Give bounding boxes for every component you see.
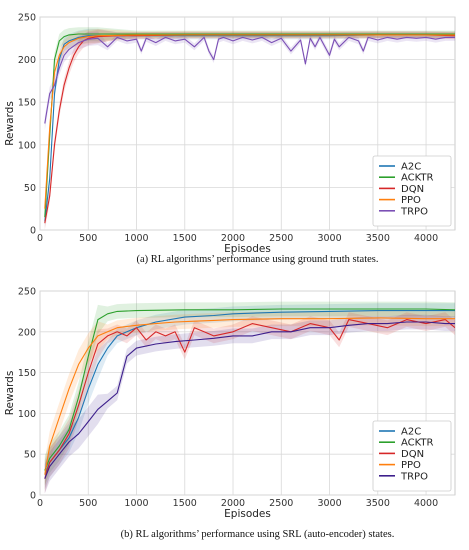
x-tick-label: 500 — [79, 233, 97, 244]
series-group — [44, 27, 455, 230]
x-tick-label: 0 — [37, 233, 43, 244]
y-tick-label: 200 — [18, 327, 36, 338]
series-line-a2c — [44, 310, 455, 475]
x-tick-label: 2500 — [269, 233, 293, 244]
legend-label-ppo: PPO — [401, 195, 421, 206]
band-trpo — [44, 31, 455, 131]
y-tick-label: 100 — [18, 140, 36, 151]
y-tick-label: 250 — [18, 13, 36, 24]
series-line-ppo — [44, 317, 455, 475]
x-tick-label: 4000 — [414, 233, 438, 244]
x-tick-label: 2000 — [221, 233, 245, 244]
y-tick-label: 150 — [18, 368, 36, 379]
series-group — [44, 301, 455, 494]
legend-label-a2c: A2C — [401, 427, 421, 438]
x-tick-label: 3000 — [317, 498, 341, 509]
series-line-ppo — [44, 34, 455, 209]
legend-box — [372, 155, 452, 227]
y-tick-label: 250 — [18, 287, 36, 298]
x-axis-label: Episodes — [224, 508, 271, 520]
legend-label-a2c: A2C — [401, 162, 421, 173]
y-tick-label: 50 — [24, 450, 36, 461]
x-tick-label: 1000 — [124, 233, 148, 244]
y-tick-label: 0 — [30, 226, 36, 237]
legend-box — [372, 420, 452, 492]
x-tick-label: 2000 — [221, 498, 245, 509]
series-line-acktr — [44, 33, 455, 218]
legend-label-acktr: ACKTR — [401, 438, 434, 449]
y-tick-label: 150 — [18, 98, 36, 109]
series-line-trpo — [44, 321, 455, 479]
y-tick-label: 200 — [18, 55, 36, 66]
series-line-trpo — [44, 36, 455, 124]
x-tick-label: 3500 — [366, 233, 390, 244]
x-axis-label: Episodes — [224, 243, 271, 255]
y-tick-label: 50 — [24, 183, 36, 194]
figure-caption: (a) RL algorithms’ performance using gro… — [136, 254, 378, 265]
y-tick-label: 0 — [30, 491, 36, 502]
x-tick-label: 3000 — [317, 233, 341, 244]
figure-caption: (b) RL algorithms’ performance using SRL… — [121, 529, 395, 540]
legend-label-dqn: DQN — [401, 449, 424, 460]
x-tick-label: 500 — [79, 498, 97, 509]
x-tick-label: 2500 — [269, 498, 293, 509]
y-tick-label: 100 — [18, 409, 36, 420]
y-axis-label: Rewards — [4, 371, 16, 416]
x-tick-label: 1500 — [173, 498, 197, 509]
series-line-acktr — [44, 308, 455, 471]
x-tick-label: 1500 — [173, 233, 197, 244]
y-axis-label: Rewards — [4, 101, 16, 146]
x-tick-label: 3500 — [366, 498, 390, 509]
legend-label-acktr: ACKTR — [401, 173, 434, 184]
x-tick-label: 1000 — [124, 498, 148, 509]
legend-label-ppo: PPO — [401, 460, 421, 471]
legend-label-trpo: TRPO — [400, 206, 428, 217]
x-tick-label: 4000 — [414, 498, 438, 509]
legend-label-dqn: DQN — [401, 184, 424, 195]
x-tick-label: 0 — [37, 498, 43, 509]
series-line-dqn — [44, 319, 455, 479]
legend-label-trpo: TRPO — [400, 471, 428, 482]
